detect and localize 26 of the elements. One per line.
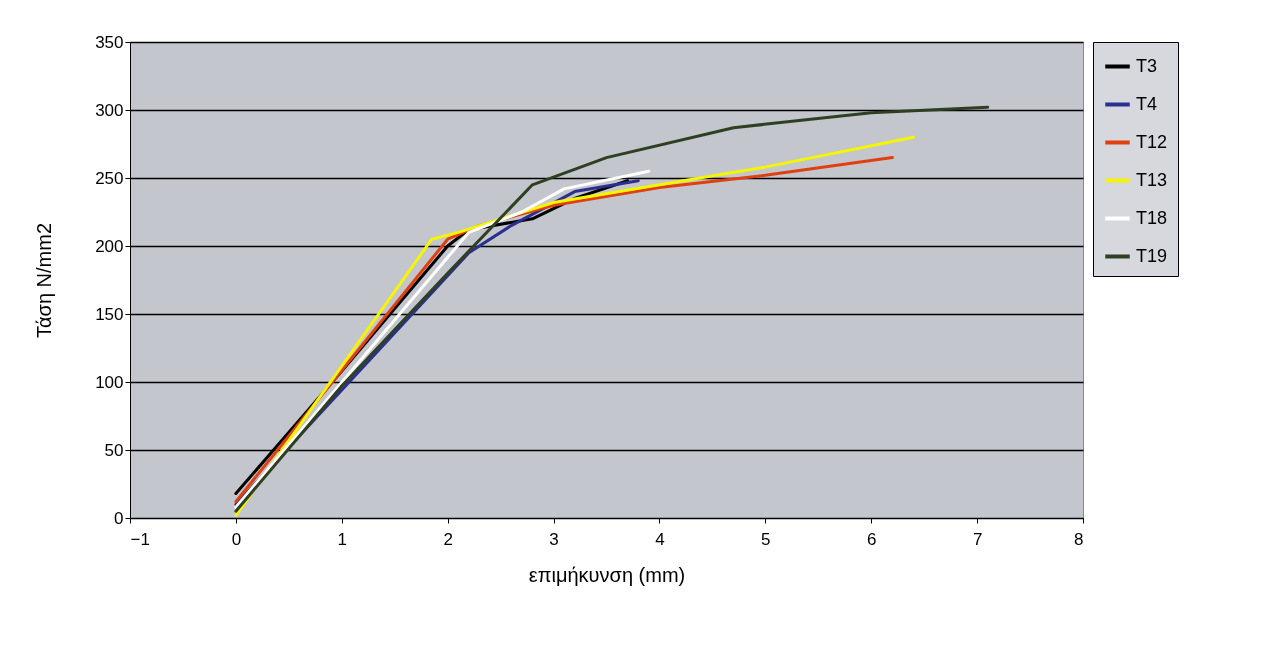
legend-label: T12 xyxy=(1136,131,1168,152)
y-tick-label: 150 xyxy=(95,304,124,324)
legend-label: T18 xyxy=(1136,207,1168,228)
legend-label: T3 xyxy=(1136,55,1158,76)
y-axis-title: Τάση N/mm2 xyxy=(33,222,56,339)
y-tick-label: 250 xyxy=(95,168,124,188)
y-tick-label: 350 xyxy=(95,32,124,52)
legend-label: T19 xyxy=(1136,245,1168,266)
legend-label: T4 xyxy=(1136,93,1158,114)
y-tick-label: 50 xyxy=(104,440,124,460)
x-tick-label: 6 xyxy=(866,529,877,549)
y-tick-label: 0 xyxy=(114,508,124,528)
legend-label: T13 xyxy=(1136,169,1168,190)
x-tick-label: 0 xyxy=(231,529,242,549)
y-tick-label: 300 xyxy=(95,100,124,120)
x-axis-title: επιμήκυνση (mm) xyxy=(528,563,686,586)
y-tick-label: 100 xyxy=(95,372,124,392)
x-tick-label: 2 xyxy=(443,529,453,549)
x-tick-label: 4 xyxy=(655,529,665,549)
x-tick-label: 1 xyxy=(337,529,348,549)
x-tick-label: 5 xyxy=(761,529,771,549)
y-tick-label: 200 xyxy=(95,236,124,256)
x-tick-label: −1 xyxy=(130,529,150,549)
x-tick-label: 7 xyxy=(972,529,983,549)
x-tick-label: 8 xyxy=(1074,529,1084,549)
x-tick-label: 3 xyxy=(549,529,559,549)
